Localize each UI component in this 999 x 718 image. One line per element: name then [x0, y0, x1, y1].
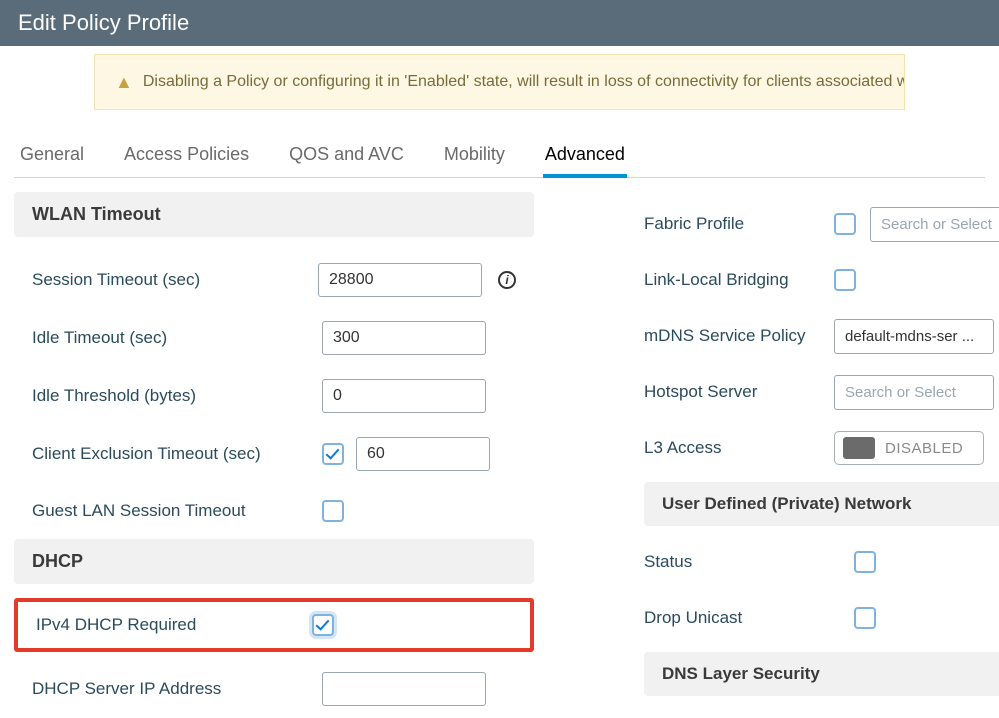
guest-lan-row: Guest LAN Session Timeout: [14, 483, 534, 539]
fabric-profile-label: Fabric Profile: [644, 214, 834, 234]
warning-banner: ▲ Disabling a Policy or configuring it i…: [94, 54, 905, 110]
link-local-label: Link-Local Bridging: [644, 270, 834, 290]
dns-header: DNS Layer Security: [644, 652, 999, 696]
mdns-row: mDNS Service Policy default-mdns-ser ...: [644, 308, 999, 364]
drop-unicast-checkbox[interactable]: [854, 607, 876, 629]
client-exclusion-checkbox[interactable]: [322, 443, 344, 465]
client-exclusion-label: Client Exclusion Timeout (sec): [32, 444, 322, 464]
idle-timeout-row: Idle Timeout (sec): [14, 309, 534, 367]
session-timeout-row: Session Timeout (sec) i: [14, 251, 534, 309]
tab-bar: General Access Policies QOS and AVC Mobi…: [14, 134, 985, 178]
mdns-select[interactable]: default-mdns-ser ...: [834, 319, 994, 354]
warning-text: Disabling a Policy or configuring it in …: [143, 73, 905, 91]
guest-lan-label: Guest LAN Session Timeout: [32, 501, 322, 521]
link-local-row: Link-Local Bridging: [644, 252, 999, 308]
dhcp-header: DHCP: [14, 539, 534, 584]
ipv4-dhcp-row: IPv4 DHCP Required: [32, 612, 516, 638]
warning-icon: ▲: [115, 73, 133, 91]
right-column: Fabric Profile Search or Select Link-Loc…: [644, 192, 999, 718]
idle-threshold-label: Idle Threshold (bytes): [32, 386, 322, 406]
drop-unicast-row: Drop Unicast: [644, 590, 999, 646]
guest-lan-checkbox[interactable]: [322, 500, 344, 522]
form-columns: WLAN Timeout Session Timeout (sec) i Idl…: [14, 192, 985, 718]
content-area: ▲ Disabling a Policy or configuring it i…: [0, 54, 999, 718]
tab-qos-avc[interactable]: QOS and AVC: [287, 134, 406, 177]
l3-access-row: L3 Access DISABLED: [644, 420, 999, 476]
fabric-profile-checkbox[interactable]: [834, 213, 856, 235]
session-timeout-label: Session Timeout (sec): [32, 270, 318, 290]
idle-timeout-input[interactable]: [322, 321, 486, 355]
idle-threshold-input[interactable]: [322, 379, 486, 413]
dhcp-server-label: DHCP Server IP Address: [32, 679, 322, 699]
hotspot-label: Hotspot Server: [644, 382, 834, 402]
l3-access-toggle-text: DISABLED: [885, 440, 963, 457]
drop-unicast-label: Drop Unicast: [644, 608, 854, 628]
status-row: Status: [644, 534, 999, 590]
ipv4-dhcp-highlight: IPv4 DHCP Required: [14, 598, 534, 652]
client-exclusion-row: Client Exclusion Timeout (sec): [14, 425, 534, 483]
tab-advanced[interactable]: Advanced: [543, 134, 627, 177]
hotspot-select[interactable]: Search or Select: [834, 375, 994, 410]
tab-access-policies[interactable]: Access Policies: [122, 134, 251, 177]
tab-general[interactable]: General: [18, 134, 86, 177]
fabric-profile-row: Fabric Profile Search or Select: [644, 196, 999, 252]
l3-access-toggle[interactable]: DISABLED: [834, 431, 984, 465]
wlan-timeout-header: WLAN Timeout: [14, 192, 534, 237]
idle-timeout-label: Idle Timeout (sec): [32, 328, 322, 348]
page-title: Edit Policy Profile: [18, 10, 189, 35]
toggle-knob-icon: [843, 437, 875, 459]
link-local-checkbox[interactable]: [834, 269, 856, 291]
session-timeout-input[interactable]: [318, 263, 482, 297]
dhcp-server-input[interactable]: [322, 672, 486, 706]
idle-threshold-row: Idle Threshold (bytes): [14, 367, 534, 425]
hotspot-row: Hotspot Server Search or Select: [644, 364, 999, 420]
title-bar: Edit Policy Profile: [0, 0, 999, 46]
tab-mobility[interactable]: Mobility: [442, 134, 507, 177]
ipv4-dhcp-checkbox[interactable]: [312, 614, 334, 636]
dhcp-server-row: DHCP Server IP Address: [14, 660, 534, 718]
udn-header: User Defined (Private) Network: [644, 482, 999, 526]
mdns-label: mDNS Service Policy: [644, 326, 834, 346]
left-column: WLAN Timeout Session Timeout (sec) i Idl…: [14, 192, 534, 718]
fabric-profile-select[interactable]: Search or Select: [870, 207, 999, 242]
status-checkbox[interactable]: [854, 551, 876, 573]
l3-access-label: L3 Access: [644, 438, 834, 458]
status-label: Status: [644, 552, 854, 572]
client-exclusion-input[interactable]: [356, 437, 490, 471]
info-icon[interactable]: i: [498, 271, 516, 289]
ipv4-dhcp-label: IPv4 DHCP Required: [36, 615, 312, 635]
